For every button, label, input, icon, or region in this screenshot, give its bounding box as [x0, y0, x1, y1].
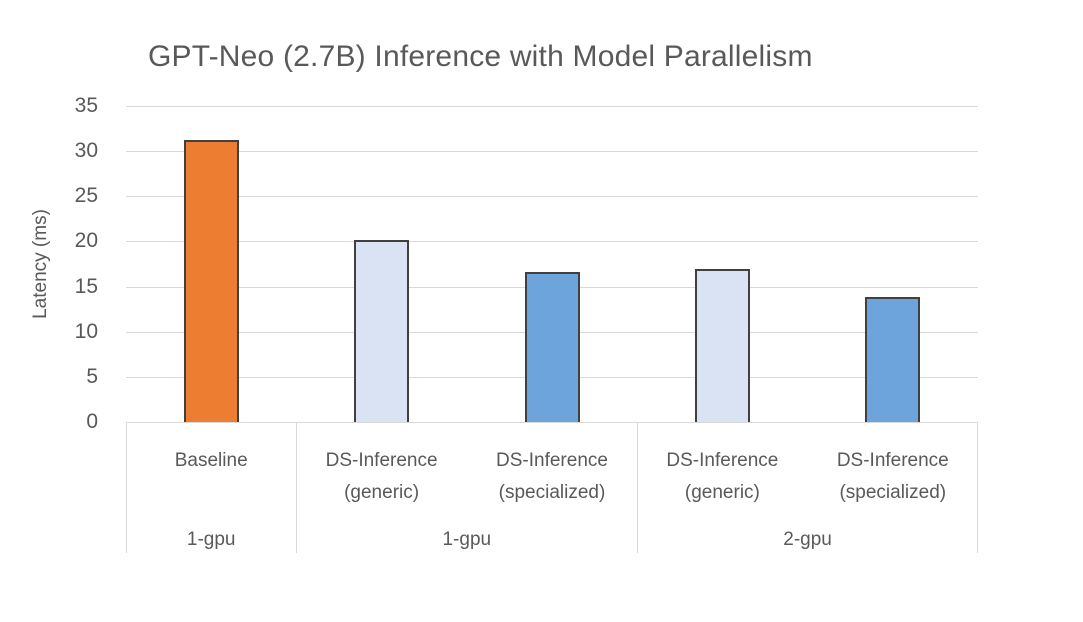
y-tick-label-25: 25: [74, 184, 98, 208]
x-category-label-line: DS-Inference: [325, 450, 438, 471]
x-category-label-2: DS-Inference (specialized): [467, 445, 637, 509]
group-separator-2: [637, 423, 639, 553]
x-group-label-1: 1-gpu: [442, 529, 492, 550]
x-category-label-3: DS-Inference (generic): [637, 445, 807, 509]
x-category-label-line: DS-Inference: [836, 450, 949, 471]
gridline-30: [126, 151, 978, 153]
bar-ds-inference-specialized-4: [865, 297, 921, 422]
x-category-label-line: (specialized): [498, 482, 606, 503]
y-axis-ticks: 0 5 10 15 20 25 30 35: [0, 95, 98, 433]
y-tick-label-35: 35: [74, 94, 98, 117]
y-tick-label-30: 30: [74, 139, 98, 163]
x-category-label-line: (generic): [344, 482, 420, 503]
plot-area: [126, 106, 978, 422]
y-tick-label-10: 10: [74, 319, 98, 343]
x-category-label-0: Baseline: [126, 445, 296, 477]
x-category-label-line: DS-Inference: [666, 450, 779, 471]
gridline-25: [126, 196, 978, 198]
x-category-label-line: DS-Inference: [496, 450, 608, 471]
x-group-label-0: 1-gpu: [186, 529, 236, 550]
gridline-20: [126, 241, 978, 243]
x-category-label-line: Baseline: [174, 450, 248, 471]
y-tick-label-0: 0: [86, 410, 98, 433]
y-tick-label-5: 5: [86, 364, 98, 388]
group-separator-3: [977, 423, 978, 553]
x-category-label-4: DS-Inference (specialized): [808, 445, 978, 509]
x-category-label-line: (specialized): [839, 482, 947, 503]
y-tick-label-20: 20: [74, 229, 98, 253]
gridline-35: [126, 106, 978, 107]
chart-title: GPT-Neo (2.7B) Inference with Model Para…: [148, 40, 813, 73]
bar-baseline-0: [183, 140, 239, 422]
x-group-label-2: 2-gpu: [783, 529, 832, 550]
bar-ds-inference-generic-3: [694, 269, 750, 422]
x-category-label-line: (generic): [684, 482, 760, 503]
bar-ds-inference-specialized-2: [524, 272, 580, 422]
group-separator-1: [296, 423, 298, 553]
y-tick-label-15: 15: [74, 274, 98, 298]
group-separator-0: [126, 423, 127, 553]
x-category-label-1: DS-Inference (generic): [296, 445, 466, 509]
bar-ds-inference-generic-1: [354, 239, 410, 422]
x-axis-table: Baseline DS-Inference (generic) DS-Inferenc…: [126, 422, 978, 553]
